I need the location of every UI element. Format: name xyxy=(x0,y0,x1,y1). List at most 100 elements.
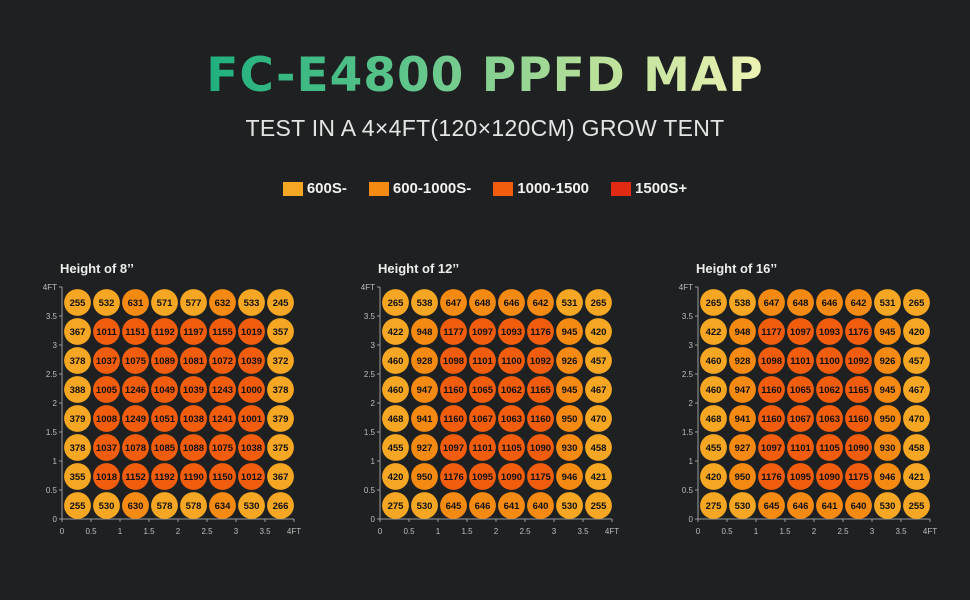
x-tick-label: 3 xyxy=(552,527,557,536)
x-tick-label: 3 xyxy=(234,527,239,536)
ppfd-value-label: 1160 xyxy=(530,414,551,425)
ppfd-point xyxy=(729,376,756,403)
ppfd-point xyxy=(527,289,554,316)
ppfd-point xyxy=(93,463,120,490)
ppfd-point xyxy=(527,463,554,490)
ppfd-value-label: 538 xyxy=(417,298,433,309)
ppfd-value-label: 641 xyxy=(822,501,839,512)
ppfd-point xyxy=(816,289,843,316)
y-tick-label: 0.5 xyxy=(682,486,694,495)
ppfd-point xyxy=(758,405,785,432)
ppfd-value-label: 640 xyxy=(533,501,549,512)
ppfd-value-label: 1092 xyxy=(848,356,869,367)
ppfd-point xyxy=(758,376,785,403)
ppfd-value-label: 530 xyxy=(244,501,260,512)
y-tick-label: 2 xyxy=(53,399,58,408)
ppfd-value-label: 455 xyxy=(706,443,723,454)
ppfd-point xyxy=(64,376,91,403)
ppfd-point xyxy=(64,434,91,461)
page-title: FC-E4800 PPFD MAP xyxy=(0,46,970,106)
ppfd-point xyxy=(238,463,265,490)
ppfd-point xyxy=(93,434,120,461)
y-tick-label: 4FT xyxy=(43,283,57,292)
ppfd-value-label: 947 xyxy=(735,385,751,396)
ppfd-point xyxy=(787,405,814,432)
ppfd-point xyxy=(440,289,467,316)
ppfd-value-label: 458 xyxy=(909,443,925,454)
ppfd-point xyxy=(122,405,149,432)
x-tick-label: 2 xyxy=(176,527,181,536)
ppfd-value-label: 571 xyxy=(157,298,174,309)
ppfd-point xyxy=(556,492,583,519)
ppfd-point xyxy=(787,289,814,316)
ppfd-point xyxy=(122,463,149,490)
ppfd-point xyxy=(585,405,612,432)
ppfd-point xyxy=(469,289,496,316)
ppfd-value-label: 460 xyxy=(388,385,404,396)
ppfd-point xyxy=(411,434,438,461)
ppfd-value-label: 578 xyxy=(157,501,173,512)
ppfd-value-label: 470 xyxy=(591,414,607,425)
ppfd-point xyxy=(527,492,554,519)
ppfd-point xyxy=(209,289,236,316)
ppfd-point xyxy=(874,347,901,374)
ppfd-value-label: 378 xyxy=(70,356,86,367)
ppfd-value-label: 379 xyxy=(273,414,289,425)
ppfd-point xyxy=(411,318,438,345)
ppfd-value-label: 379 xyxy=(70,414,86,425)
ppfd-value-label: 947 xyxy=(417,385,433,396)
ppfd-point xyxy=(874,289,901,316)
ppfd-point xyxy=(440,434,467,461)
ppfd-point xyxy=(180,376,207,403)
ppfd-point xyxy=(382,289,409,316)
ppfd-value-label: 948 xyxy=(417,327,433,338)
ppfd-value-label: 421 xyxy=(909,472,926,483)
ppfd-value-label: 468 xyxy=(706,414,722,425)
ppfd-value-label: 538 xyxy=(735,298,751,309)
ppfd-point xyxy=(209,318,236,345)
ppfd-value-label: 941 xyxy=(417,414,434,425)
ppfd-point xyxy=(151,463,178,490)
ppfd-value-label: 1008 xyxy=(96,414,117,425)
ppfd-value-label: 926 xyxy=(880,356,896,367)
ppfd-point xyxy=(440,376,467,403)
ppfd-value-label: 530 xyxy=(417,501,433,512)
x-tick-label: 2.5 xyxy=(837,527,849,536)
ppfd-value-label: 950 xyxy=(880,414,896,425)
ppfd-value-label: 1176 xyxy=(443,472,464,483)
ppfd-point xyxy=(151,434,178,461)
ppfd-point xyxy=(787,492,814,519)
ppfd-value-label: 265 xyxy=(909,298,926,309)
x-tick-label: 1 xyxy=(118,527,123,536)
ppfd-value-label: 420 xyxy=(388,472,404,483)
panel-title: Height of 16’’ xyxy=(696,261,778,276)
ppfd-point xyxy=(93,492,120,519)
ppfd-point xyxy=(816,405,843,432)
ppfd-point xyxy=(729,347,756,374)
ppfd-value-label: 928 xyxy=(417,356,433,367)
ppfd-point xyxy=(498,434,525,461)
ppfd-point xyxy=(903,289,930,316)
ppfd-point xyxy=(180,318,207,345)
ppfd-value-label: 1063 xyxy=(501,414,522,425)
ppfd-point xyxy=(787,318,814,345)
ppfd-point xyxy=(758,463,785,490)
ppfd-value-label: 1160 xyxy=(761,385,782,396)
ppfd-value-label: 926 xyxy=(562,356,578,367)
ppfd-point xyxy=(527,318,554,345)
ppfd-point xyxy=(845,318,872,345)
ppfd-value-label: 422 xyxy=(388,327,404,338)
y-tick-label: 3 xyxy=(53,341,58,350)
y-tick-label: 2 xyxy=(371,399,376,408)
ppfd-value-label: 948 xyxy=(735,327,751,338)
ppfd-point xyxy=(411,463,438,490)
ppfd-value-label: 1249 xyxy=(125,414,146,425)
ppfd-value-label: 245 xyxy=(273,298,290,309)
ppfd-value-label: 378 xyxy=(273,385,289,396)
ppfd-point xyxy=(816,463,843,490)
x-tick-label: 3 xyxy=(870,527,875,536)
ppfd-value-label: 255 xyxy=(909,501,926,512)
y-tick-label: 3.5 xyxy=(682,312,694,321)
ppfd-value-label: 421 xyxy=(591,472,608,483)
y-tick-label: 1 xyxy=(371,457,376,466)
